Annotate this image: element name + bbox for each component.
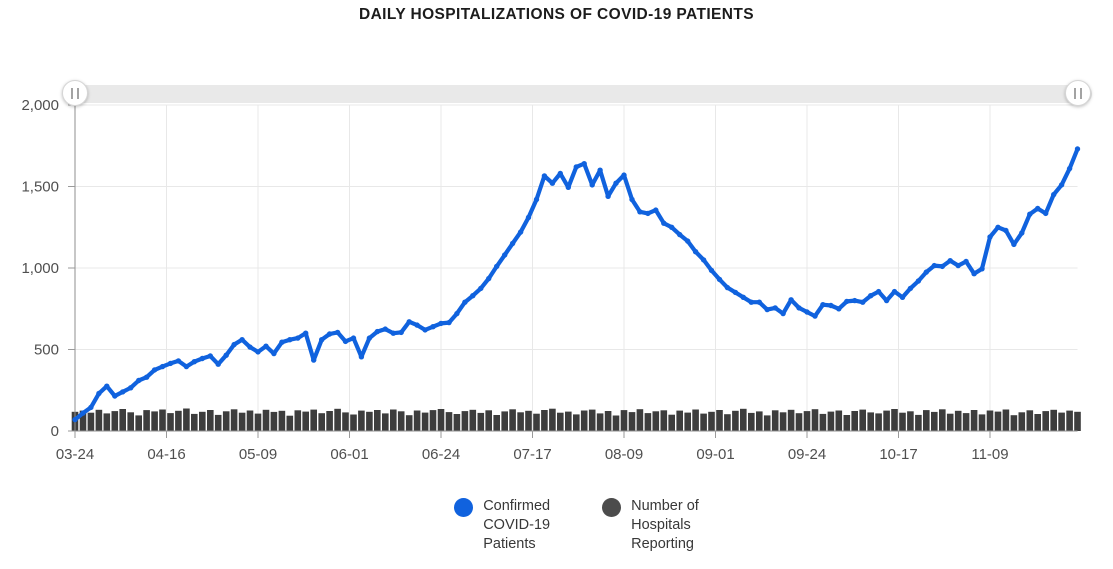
page-title: DAILY HOSPITALIZATIONS OF COVID-19 PATIE… (359, 6, 754, 23)
svg-text:04-16: 04-16 (147, 446, 185, 463)
svg-text:1,500: 1,500 (21, 179, 59, 196)
svg-text:06-24: 06-24 (422, 446, 460, 463)
svg-text:03-24: 03-24 (56, 446, 94, 463)
legend-item-label: Number of Hospitals Reporting (631, 498, 699, 552)
svg-text:09-01: 09-01 (696, 446, 734, 463)
drag-handle-icon (71, 87, 79, 99)
legend-item-confirmed-patients[interactable]: Confirmed COVID-19 Patients (454, 497, 550, 554)
range-slider-right-handle[interactable] (1065, 80, 1091, 106)
svg-text:09-24: 09-24 (788, 446, 826, 463)
legend-item-label: Confirmed COVID-19 Patients (483, 498, 551, 552)
legend: Confirmed COVID-19 Patients Number of Ho… (75, 497, 1078, 554)
svg-text:05-09: 05-09 (239, 446, 277, 463)
svg-text:10-17: 10-17 (879, 446, 917, 463)
range-slider-track[interactable] (64, 85, 1092, 103)
svg-text:500: 500 (34, 342, 59, 359)
legend-item-hospitals-reporting[interactable]: Number of Hospitals Reporting (602, 497, 699, 554)
drag-handle-icon (1074, 87, 1082, 99)
svg-text:0: 0 (51, 423, 59, 440)
svg-text:11-09: 11-09 (971, 446, 1008, 463)
svg-text:1,000: 1,000 (21, 260, 59, 277)
svg-text:08-09: 08-09 (605, 446, 643, 463)
svg-text:06-01: 06-01 (330, 446, 368, 463)
svg-text:07-17: 07-17 (513, 446, 551, 463)
legend-dot (454, 498, 474, 517)
legend-dot (602, 498, 622, 517)
svg-text:2,000: 2,000 (21, 97, 59, 114)
range-slider-left-handle[interactable] (62, 80, 88, 106)
